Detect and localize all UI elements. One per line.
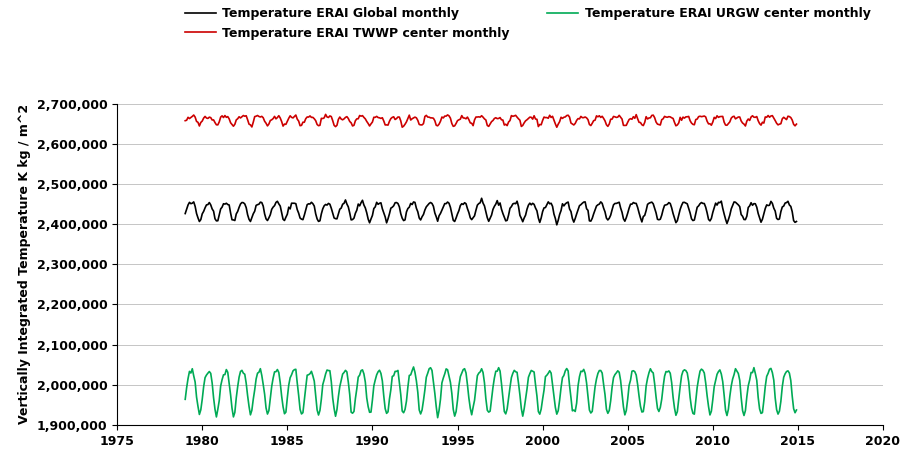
Line: Temperature ERAI URGW center monthly: Temperature ERAI URGW center monthly bbox=[186, 367, 796, 418]
Temperature ERAI URGW center monthly bbox=[742, 383, 753, 388]
Temperature ERAI TWWP center monthly bbox=[180, 118, 191, 124]
Temperature ERAI URGW center monthly bbox=[408, 364, 419, 370]
Temperature ERAI TWWP center monthly bbox=[666, 115, 677, 121]
Temperature ERAI URGW center monthly bbox=[226, 405, 237, 411]
Temperature ERAI Global monthly bbox=[742, 205, 753, 211]
Temperature ERAI URGW center monthly bbox=[537, 396, 548, 402]
Temperature ERAI Global monthly bbox=[536, 215, 547, 221]
Temperature ERAI Global monthly bbox=[551, 222, 562, 228]
Temperature ERAI TWWP center monthly bbox=[791, 121, 802, 127]
Temperature ERAI URGW center monthly bbox=[432, 415, 443, 421]
Temperature ERAI Global monthly bbox=[180, 211, 191, 216]
Temperature ERAI URGW center monthly bbox=[653, 409, 664, 414]
Temperature ERAI TWWP center monthly bbox=[606, 116, 617, 122]
Temperature ERAI Global monthly bbox=[666, 205, 677, 211]
Temperature ERAI URGW center monthly bbox=[791, 407, 802, 413]
Temperature ERAI URGW center monthly bbox=[666, 380, 677, 386]
Line: Temperature ERAI TWWP center monthly: Temperature ERAI TWWP center monthly bbox=[186, 114, 796, 127]
Temperature ERAI Global monthly bbox=[791, 219, 802, 224]
Temperature ERAI TWWP center monthly bbox=[536, 122, 547, 127]
Y-axis label: Vertically Integrated Temperature K kg / m^2: Vertically Integrated Temperature K kg /… bbox=[18, 104, 32, 424]
Temperature ERAI Global monthly bbox=[477, 195, 487, 201]
Temperature ERAI URGW center monthly bbox=[180, 396, 191, 402]
Temperature ERAI TWWP center monthly bbox=[653, 122, 664, 127]
Legend: Temperature ERAI Global monthly, Temperature ERAI TWWP center monthly, Temperatu: Temperature ERAI Global monthly, Tempera… bbox=[185, 8, 870, 40]
Temperature ERAI TWWP center monthly bbox=[551, 125, 562, 130]
Temperature ERAI TWWP center monthly bbox=[226, 122, 237, 127]
Temperature ERAI Global monthly bbox=[606, 207, 617, 212]
Temperature ERAI URGW center monthly bbox=[606, 385, 617, 390]
Temperature ERAI TWWP center monthly bbox=[320, 111, 331, 117]
Line: Temperature ERAI Global monthly: Temperature ERAI Global monthly bbox=[186, 198, 796, 225]
Temperature ERAI Global monthly bbox=[653, 217, 664, 223]
Temperature ERAI Global monthly bbox=[226, 217, 237, 223]
Temperature ERAI TWWP center monthly bbox=[742, 116, 753, 122]
